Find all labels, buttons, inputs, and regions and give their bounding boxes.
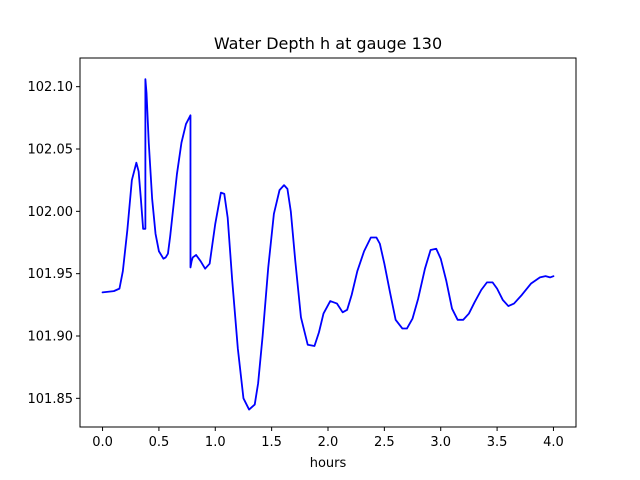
x-axis: 0.0 0.5 1.0 1.5 2.0 2.5 3.0 3.5 4.0 — [92, 427, 564, 450]
data-layer — [101, 78, 555, 411]
x-tick-label: 3.5 — [487, 435, 508, 450]
y-tick-label: 101.85 — [28, 392, 74, 407]
y-tick-label: 101.90 — [28, 329, 74, 344]
x-tick-label: 0.5 — [149, 435, 170, 450]
x-tick-label: 2.5 — [374, 435, 395, 450]
x-tick-label: 3.0 — [430, 435, 451, 450]
y-axis: 101.85 101.90 101.95 102.00 102.05 102.10 — [28, 80, 80, 407]
x-tick-label: 4.0 — [543, 435, 564, 450]
chart-title: Water Depth h at gauge 130 — [214, 34, 442, 53]
series-line-0 — [101, 78, 555, 411]
y-tick-label: 101.95 — [28, 267, 74, 282]
x-tick-label: 0.0 — [92, 435, 113, 450]
x-tick-label: 1.5 — [261, 435, 282, 450]
y-tick-label: 102.00 — [28, 205, 74, 220]
x-axis-label: hours — [310, 456, 347, 471]
plot-frame — [79, 57, 577, 428]
y-tick-label: 102.10 — [28, 80, 74, 95]
y-tick-label: 102.05 — [28, 143, 74, 158]
x-tick-label: 1.0 — [205, 435, 226, 450]
x-tick-label: 2.0 — [318, 435, 339, 450]
